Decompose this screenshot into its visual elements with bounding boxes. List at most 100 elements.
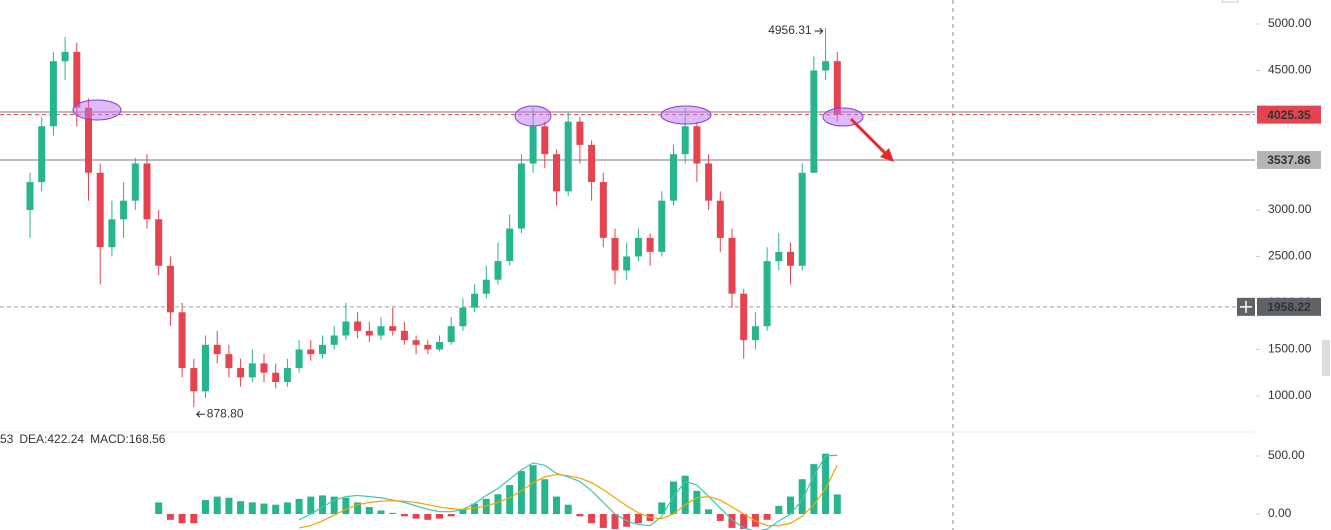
candle-body <box>365 330 373 336</box>
macd-bar <box>576 513 584 517</box>
candle-body <box>155 219 163 266</box>
macd-bar <box>400 513 408 517</box>
y-tick-label: 5000.00 <box>1268 16 1312 30</box>
candle-body <box>564 121 572 192</box>
candle-body <box>611 237 619 271</box>
candle-body <box>424 344 432 350</box>
macd-bar <box>330 496 338 514</box>
macd-bar <box>541 479 549 514</box>
y-tick-label: 2500.00 <box>1268 249 1312 263</box>
candle-body <box>553 154 560 192</box>
add-icon[interactable] <box>1240 300 1252 313</box>
candle-body <box>517 163 525 229</box>
macd-bar <box>213 496 221 514</box>
price-label: 1958.22 <box>1267 300 1311 314</box>
macd-bar <box>354 502 362 514</box>
candle-body <box>260 363 268 373</box>
macd-bar <box>225 497 233 514</box>
candle-body <box>447 326 455 343</box>
candle-body <box>202 344 209 392</box>
macd-line <box>298 454 838 530</box>
macd-bar <box>447 513 455 517</box>
candle-body <box>658 200 666 252</box>
candle-body <box>178 312 186 369</box>
candle-body <box>237 368 245 378</box>
macd-bar <box>564 504 572 514</box>
macd-bar <box>389 512 397 514</box>
macd-bar <box>728 513 736 528</box>
macd-bar <box>681 475 689 514</box>
annotations <box>72 99 894 162</box>
y-tick-label: 3000.00 <box>1268 202 1312 216</box>
y-tick-label: 4500.00 <box>1268 63 1312 77</box>
candle-body <box>85 107 92 173</box>
candle-body <box>482 279 490 294</box>
candle-body <box>623 256 631 271</box>
candle-body <box>775 251 783 262</box>
legend-entry: MACD:168.56 <box>90 432 166 446</box>
legend-entry: 53 <box>0 432 14 446</box>
candle-body <box>634 237 642 257</box>
candle-body <box>646 237 654 252</box>
candle-body <box>49 61 57 127</box>
candle-body <box>190 368 198 392</box>
candle-body <box>272 372 280 383</box>
candle-body <box>389 326 397 331</box>
candle-body <box>143 163 151 220</box>
macd-bar <box>248 502 256 514</box>
macd-bar <box>810 464 818 514</box>
macd-bar <box>272 504 280 514</box>
macd-bar <box>705 509 713 514</box>
candle-body <box>120 200 128 220</box>
macd-bar <box>833 494 841 514</box>
candle-body <box>506 228 514 262</box>
macd-bar <box>295 498 303 514</box>
candle-body <box>494 261 502 280</box>
macd-bar <box>342 497 350 514</box>
legend-entry: DEA:422.24 <box>19 432 84 446</box>
macd-bar <box>506 484 514 514</box>
macd-bar <box>178 513 186 524</box>
macd-bar <box>202 500 209 514</box>
macd-bar <box>260 503 268 514</box>
macd-bar <box>798 479 806 514</box>
candle-body <box>576 121 584 145</box>
macd-bar <box>775 505 783 514</box>
candle-body <box>213 344 221 355</box>
macd-bar <box>693 490 701 514</box>
macd-bar <box>436 513 443 519</box>
candle-body <box>716 200 724 238</box>
macd-bar <box>658 502 666 514</box>
trend-arrowhead <box>880 148 894 162</box>
candle-body <box>705 163 713 201</box>
candle-body <box>810 70 818 173</box>
candle-body <box>412 340 420 345</box>
highlight-ellipse <box>660 105 712 125</box>
macd-bar <box>716 513 724 521</box>
candle-body <box>26 182 34 210</box>
candle-body <box>728 237 736 294</box>
candle-body <box>751 326 759 341</box>
candle-body <box>108 219 116 248</box>
low-marker-label: 878.80 <box>207 406 244 420</box>
price-label: 4025.35 <box>1267 108 1311 122</box>
candle-body <box>131 163 139 201</box>
candle-body <box>798 172 806 266</box>
macd-bar <box>307 496 315 514</box>
macd-bar <box>494 494 502 514</box>
macd-bar <box>424 513 432 520</box>
macd-bar <box>599 513 607 528</box>
candle-body <box>248 363 256 378</box>
macd-bar <box>529 465 537 514</box>
candle-body <box>588 144 596 183</box>
macd-bar <box>365 507 373 514</box>
price-label-bg <box>1257 150 1321 169</box>
candle-body <box>763 261 771 327</box>
macd-bar <box>237 501 245 514</box>
macd-bar <box>740 513 748 530</box>
candle-body <box>283 368 291 383</box>
candle-body <box>38 126 46 183</box>
highlight-ellipse <box>514 105 552 127</box>
scrollbar[interactable] <box>1322 340 1330 376</box>
macd-bar <box>553 496 560 514</box>
